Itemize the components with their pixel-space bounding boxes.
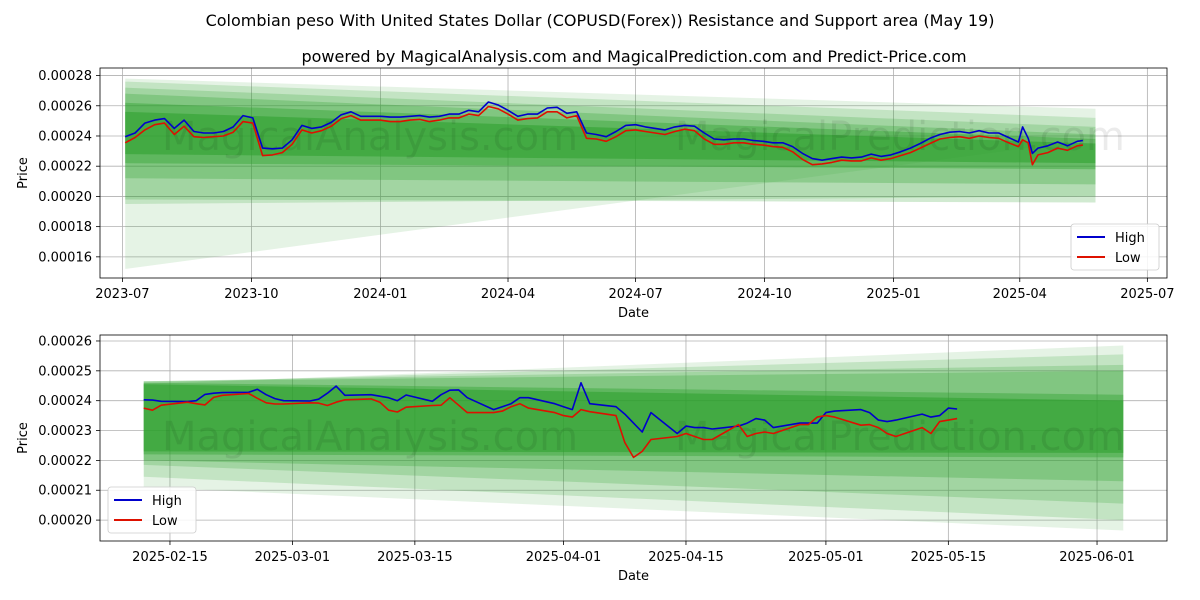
x-tick-label: 2025-04	[993, 287, 1047, 302]
series-line-low	[143, 392, 958, 459]
x-tick-label: 2025-03-15	[377, 550, 453, 565]
legend-label-high: High	[152, 494, 182, 509]
watermark-text: MagicalPrediction.com	[675, 414, 1125, 460]
bottom-chart-panel: MagicalAnalysis.com MagicalPrediction.com…	[16, 334, 1168, 584]
x-tick-label: 2025-04-15	[648, 550, 724, 565]
series-lines	[124, 101, 1084, 166]
y-tick-label: 0.00024	[38, 394, 92, 409]
x-tick-label: 2024-07	[608, 287, 662, 302]
series-line-high	[124, 101, 1084, 161]
band-fan-5	[143, 384, 1124, 453]
y-axis: 0.00020 0.00021 0.00022 0.00023 0.00024 0.000…	[16, 334, 100, 529]
x-tick-label: 2025-05-15	[911, 550, 987, 565]
x-tick-label: 2025-01	[866, 287, 920, 302]
chart-title: Colombian peso With United States Dollar…	[206, 11, 995, 30]
watermark-text: MagicalAnalysis.com	[162, 114, 578, 160]
y-tick-label: 0.00018	[38, 220, 92, 235]
y-tick-label: 0.00021	[38, 484, 92, 499]
x-tick-label: 2025-05-01	[788, 550, 864, 565]
y-tick-label: 0.00026	[38, 334, 92, 349]
x-tick-label: 2025-07	[1120, 287, 1174, 302]
series-line-high	[143, 381, 958, 435]
x-tick-label: 2024-01	[353, 287, 407, 302]
x-axis: 2023-07 2023-10 2024-01 2024-04 2024-07 2024-…	[95, 278, 1175, 321]
y-tick-label: 0.00020	[38, 514, 92, 529]
chart-subtitle: powered by MagicalAnalysis.com and Magic…	[301, 47, 966, 66]
x-tick-label: 2025-02-15	[132, 550, 208, 565]
y-tick-label: 0.00026	[38, 99, 92, 114]
x-tick-label: 2025-03-01	[255, 550, 331, 565]
x-axis-label: Date	[618, 569, 649, 584]
legend-label-low: Low	[152, 514, 178, 529]
x-tick-label: 2024-10	[737, 287, 791, 302]
support-resistance-bands	[125, 78, 1096, 269]
series-line-low	[124, 105, 1083, 166]
x-tick-label: 2024-04	[481, 287, 535, 302]
x-axis-label: Date	[618, 306, 649, 321]
watermark-text: MagicalAnalysis.com	[162, 414, 578, 460]
y-tick-label: 0.00022	[38, 160, 92, 175]
legend: High Low	[1070, 223, 1160, 271]
top-chart-panel: MagicalAnalysis.com MagicalPrediction.com…	[16, 67, 1175, 321]
x-tick-label: 2025-06-01	[1059, 550, 1135, 565]
y-tick-label: 0.00025	[38, 364, 92, 379]
support-resistance-bands	[143, 345, 1124, 531]
y-axis-label: Price	[16, 422, 31, 454]
x-tick-label: 2023-07	[95, 287, 149, 302]
x-tick-label: 2023-10	[224, 287, 278, 302]
y-tick-label: 0.00020	[38, 190, 92, 205]
legend-label-low: Low	[1115, 251, 1141, 266]
y-tick-label: 0.00024	[38, 129, 92, 144]
x-axis: 2025-02-15 2025-03-01 2025-03-15 2025-04-01…	[132, 541, 1135, 584]
y-axis-label: Price	[16, 157, 31, 189]
band-fan-5	[125, 111, 1096, 164]
watermark-text: MagicalPrediction.com	[675, 114, 1125, 160]
y-tick-label: 0.00016	[38, 250, 92, 265]
y-tick-label: 0.00028	[38, 69, 92, 84]
y-tick-label: 0.00022	[38, 454, 92, 469]
plot-frame	[99, 67, 1168, 279]
legend-box	[1070, 223, 1160, 271]
legend-label-high: High	[1115, 231, 1145, 246]
x-tick-label: 2025-04-01	[526, 550, 602, 565]
legend-box	[107, 486, 197, 534]
legend: High Low	[107, 486, 197, 534]
series-lines	[143, 381, 958, 459]
y-tick-label: 0.00023	[38, 424, 92, 439]
plot-frame	[99, 334, 1168, 542]
y-axis: 0.00016 0.00018 0.00020 0.00022 0.00024 0.000…	[16, 69, 100, 265]
